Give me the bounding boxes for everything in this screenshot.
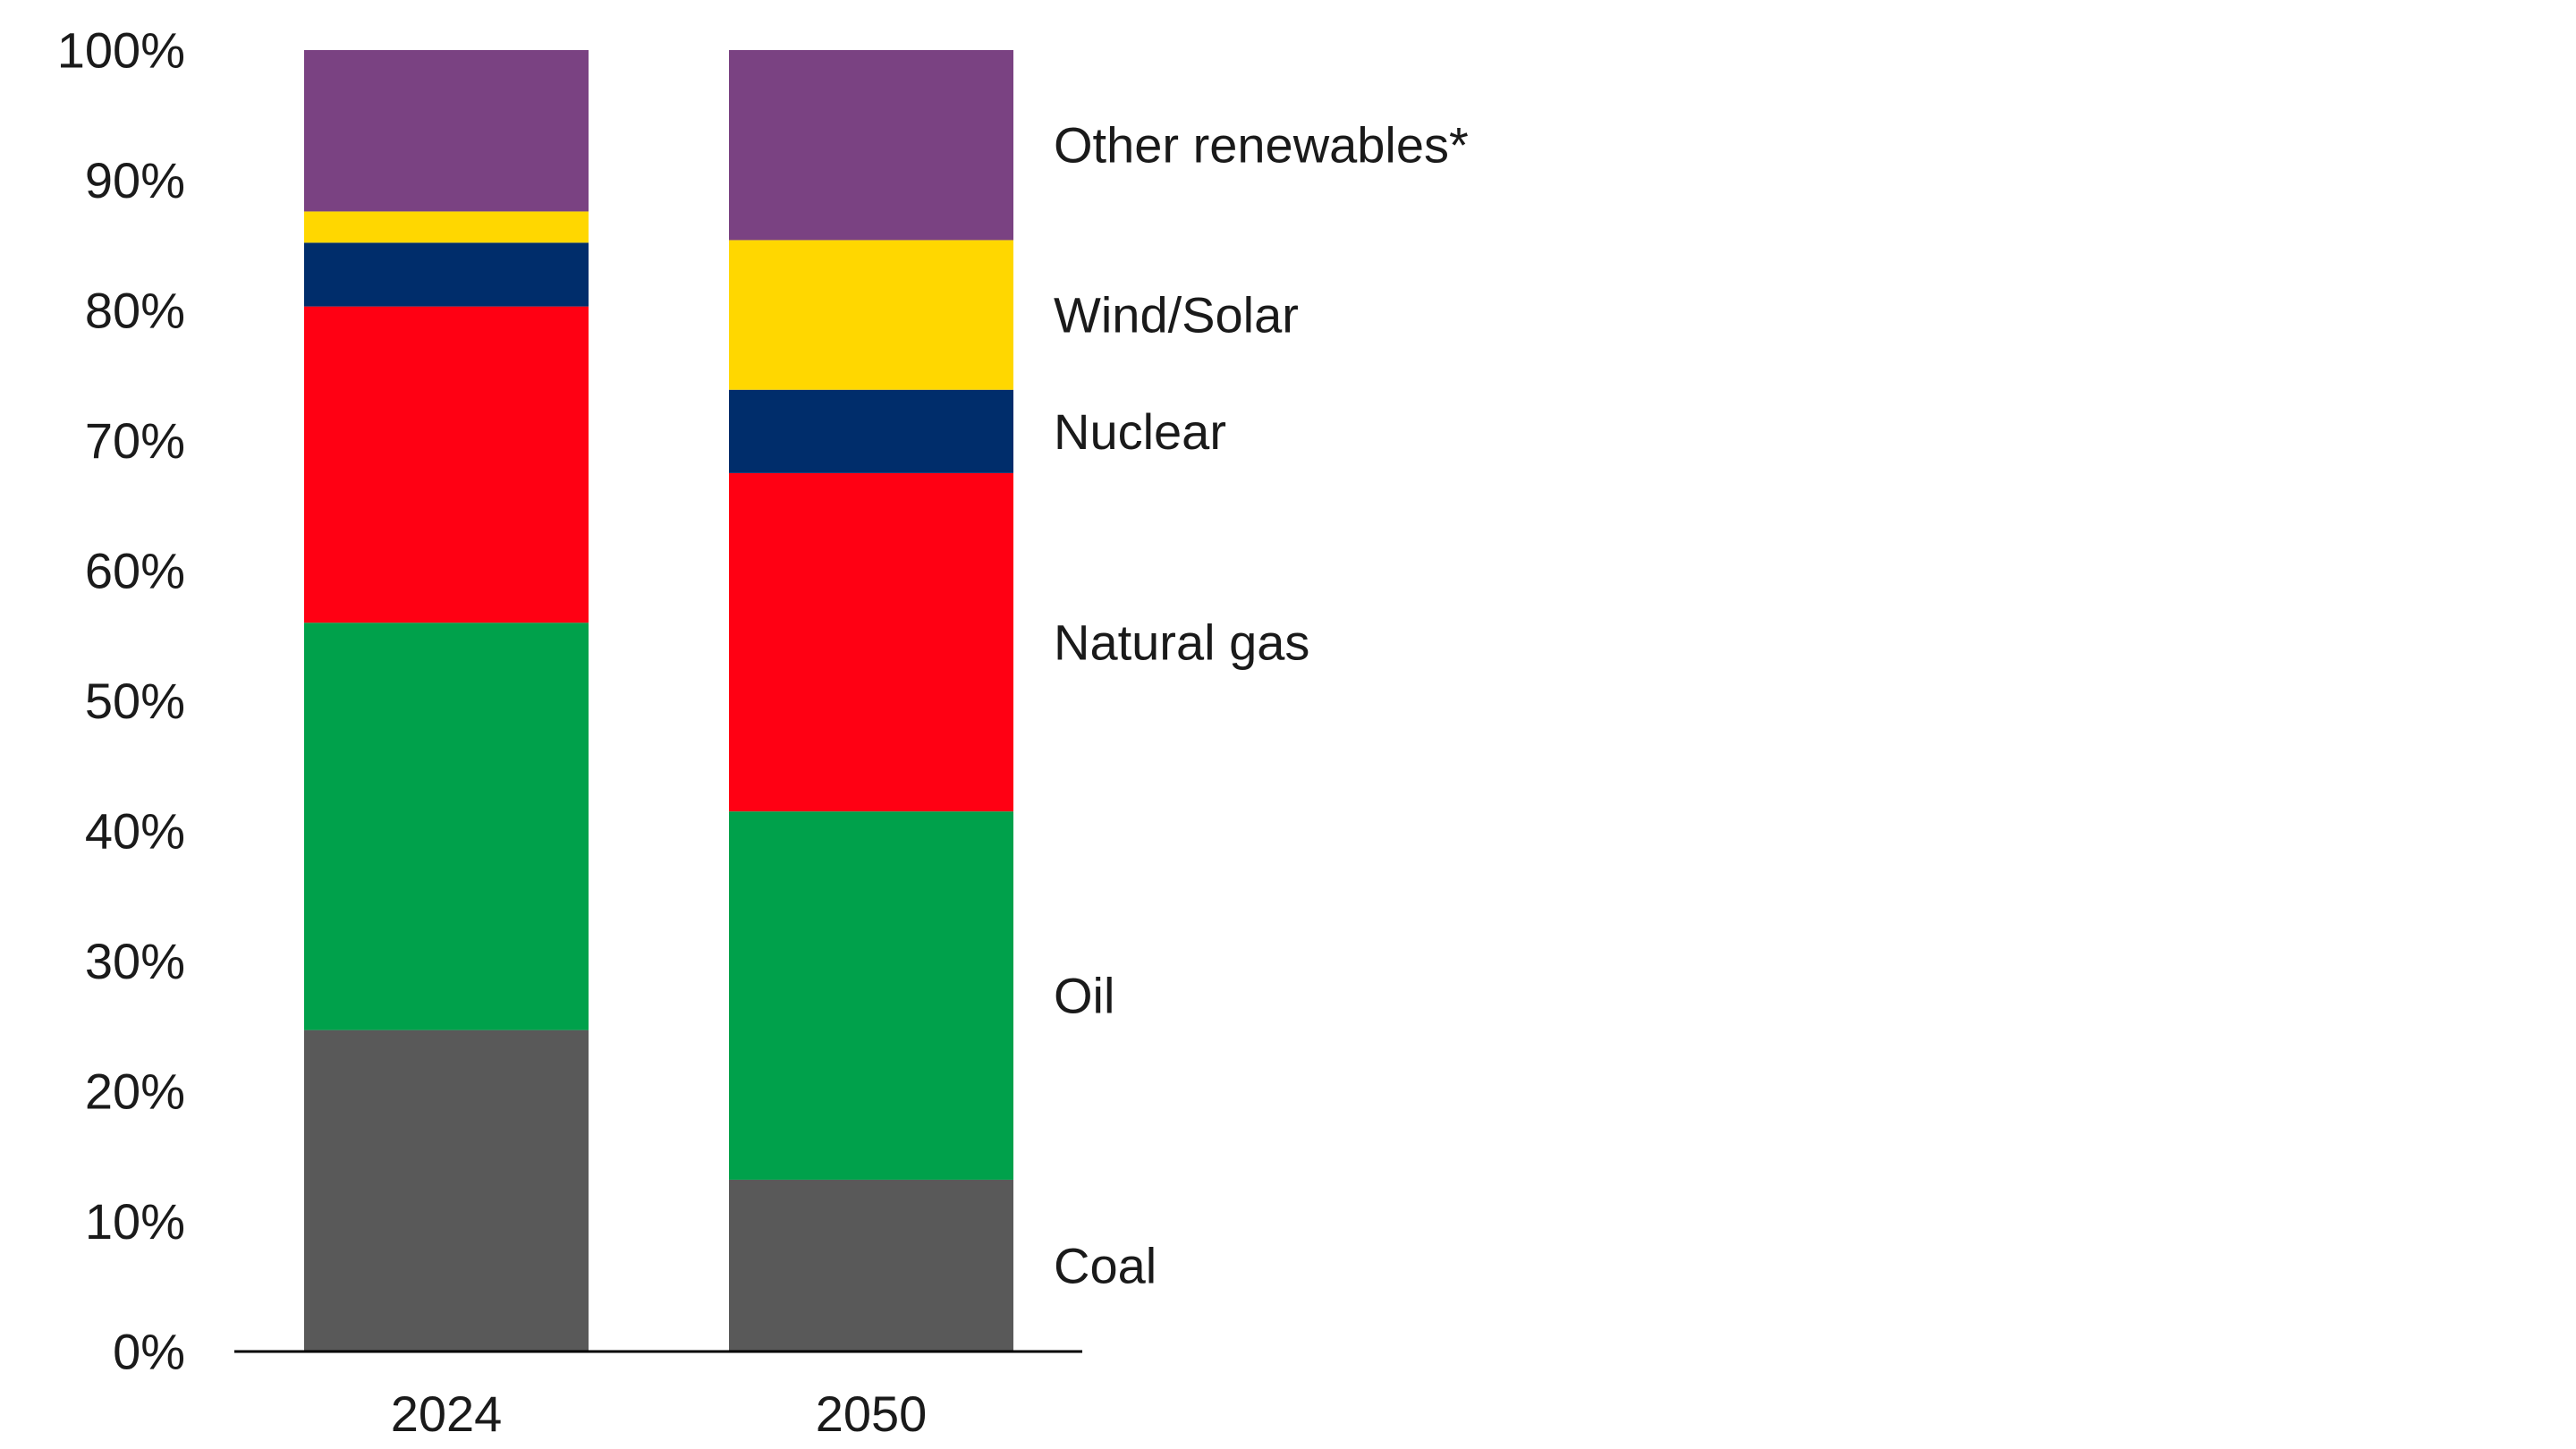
- y-tick-label: 90%: [85, 152, 185, 208]
- x-tick-label: 2024: [391, 1385, 503, 1442]
- x-tick-label: 2050: [816, 1385, 928, 1442]
- x-axis-tick-labels: 2024 2050: [391, 1385, 928, 1442]
- y-tick-label: 60%: [85, 543, 185, 599]
- series-label: Other renewables*: [1054, 117, 1469, 174]
- y-tick-label: 0%: [113, 1324, 185, 1380]
- bar-segment-oil-2050: [729, 811, 1013, 1180]
- bar-segment-other-renewables-2050: [729, 50, 1013, 241]
- y-axis-tick-labels: 0% 10% 20% 30% 40% 50% 60% 70% 80% 90% 100%: [57, 22, 185, 1380]
- y-tick-label: 80%: [85, 283, 185, 339]
- y-tick-label: 50%: [85, 673, 185, 729]
- series-labels: Coal Oil Natural gas Nuclear Wind/Solar Other…: [1054, 117, 1469, 1294]
- bar-segment-nuclear-2050: [729, 389, 1013, 473]
- series-label: Oil: [1054, 968, 1114, 1024]
- bar-segment-natural-gas-2050: [729, 472, 1013, 812]
- bar-segment-natural-gas-2024: [304, 306, 589, 623]
- bar-segment-coal-2050: [729, 1179, 1013, 1352]
- y-tick-label: 40%: [85, 803, 185, 860]
- series-label: Coal: [1054, 1237, 1157, 1293]
- y-tick-label: 70%: [85, 412, 185, 469]
- series-label: Wind/Solar: [1054, 287, 1299, 343]
- series-label: Natural gas: [1054, 614, 1309, 671]
- bar-stacks: [304, 50, 1013, 1352]
- y-tick-label: 20%: [85, 1063, 185, 1120]
- bar-segment-nuclear-2024: [304, 242, 589, 307]
- y-tick-label: 10%: [85, 1193, 185, 1250]
- bar-segment-other-renewables-2024: [304, 50, 589, 212]
- bar-segment-oil-2024: [304, 623, 589, 1030]
- series-label: Nuclear: [1054, 403, 1226, 460]
- bar-segment-wind-solar-2050: [729, 240, 1013, 390]
- bar-segment-wind-solar-2024: [304, 211, 589, 243]
- y-tick-label: 100%: [57, 22, 185, 79]
- y-tick-label: 30%: [85, 933, 185, 989]
- bar-segment-coal-2024: [304, 1030, 589, 1352]
